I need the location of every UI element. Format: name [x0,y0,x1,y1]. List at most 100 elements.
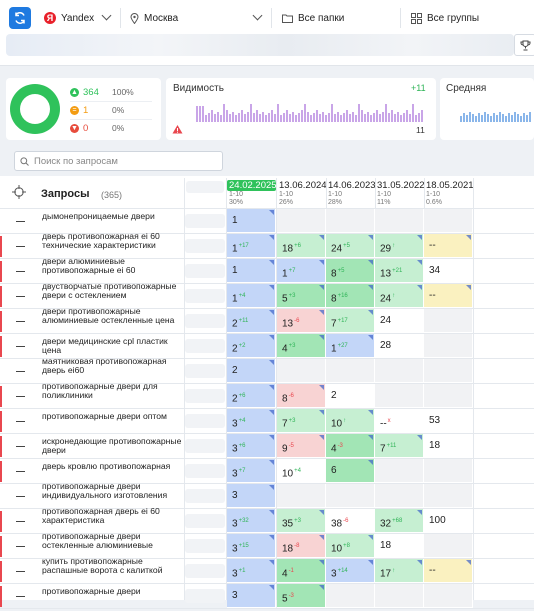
column-header[interactable]: 24.02.2025 1-10 30% [227,180,277,208]
remove-query-button[interactable] [16,446,25,448]
position-cell[interactable] [375,359,424,383]
queries-header[interactable]: Запросы [41,188,90,200]
remove-query-button[interactable] [16,496,25,498]
position-cell[interactable]: 100 [424,509,473,533]
position-cell[interactable] [424,534,473,558]
position-cell[interactable]: 29↑ [375,234,424,258]
position-cell[interactable]: 24+5 [326,234,375,258]
position-cell[interactable] [326,484,375,508]
remove-query-button[interactable] [16,221,25,223]
position-cell[interactable]: 3+6 [227,434,276,458]
query-text[interactable]: двери алюминиевые противопожарные ei 60 [42,255,136,276]
query-text[interactable]: купить противопожарные распашные ворота … [42,555,163,576]
groups-select[interactable]: Все группы [411,10,479,26]
query-text[interactable]: двери медицинские cpl пластик цена [42,335,168,355]
position-cell[interactable]: 10+8 [326,534,375,558]
position-cell[interactable]: 24 [375,309,424,333]
position-cell[interactable]: 2+6 [227,384,276,408]
position-cell[interactable]: 3 [227,584,276,608]
position-cell[interactable]: 7+3 [277,409,326,433]
query-text[interactable]: маятниковая противопожарная дверь ei60 [42,355,167,376]
column-header[interactable]: 31.05.2022 1-10 11% [375,180,425,208]
position-cell[interactable] [326,359,375,383]
chevron-down-icon[interactable] [252,10,263,21]
position-cell[interactable] [277,484,326,508]
position-cell[interactable]: 1+4 [227,284,276,308]
position-cell[interactable]: 10+4 [277,459,326,483]
position-cell[interactable] [375,384,424,408]
column-header[interactable]: 18.05.2021 1-10 0.6% [424,180,474,208]
position-cell[interactable]: 3+32 [227,509,276,533]
position-cell[interactable]: 9-5 [277,434,326,458]
query-text[interactable]: искронедающие противопожарные двери [42,435,182,455]
position-cell[interactable]: 34 [424,259,473,283]
remove-query-button[interactable] [16,396,25,398]
position-cell[interactable] [424,384,473,408]
trophy-button[interactable] [514,34,534,56]
position-cell[interactable]: 2+2 [227,334,276,358]
position-cell[interactable]: 4-3 [326,434,375,458]
remove-query-button[interactable] [16,521,25,523]
query-text[interactable]: дверь кровлю противопожарная [42,460,171,471]
position-cell[interactable]: 1 [227,209,276,233]
query-text[interactable]: дверь противопожарная ei 60 технические … [42,230,160,251]
position-cell[interactable] [326,584,375,608]
position-cell[interactable]: 38-6 [326,509,375,533]
position-cell[interactable]: 8-6 [277,384,326,408]
remove-query-button[interactable] [16,596,25,598]
remove-query-button[interactable] [16,271,25,273]
position-cell[interactable] [424,334,473,358]
position-cell[interactable]: 3 [227,484,276,508]
position-cell[interactable] [424,309,473,333]
position-cell[interactable]: 7+11 [375,434,424,458]
position-cell[interactable]: 4-1 [277,559,326,583]
position-cell[interactable]: 32+68 [375,509,424,533]
chevron-down-icon[interactable] [101,10,112,21]
position-cell[interactable]: 17↑ [375,559,424,583]
remove-query-button[interactable] [16,296,25,298]
position-cell[interactable] [277,359,326,383]
position-cell[interactable]: 1 [227,259,276,283]
target-icon[interactable] [12,185,26,199]
position-cell[interactable]: -- [424,284,473,308]
query-text[interactable]: противопожарные двери [42,585,141,596]
position-cell[interactable]: 4+3 [277,334,326,358]
query-text[interactable]: двустворчатые противопожарные двери с ос… [42,280,177,301]
position-cell[interactable]: -- [424,234,473,258]
position-cell[interactable]: 18 [424,434,473,458]
position-cell[interactable] [424,359,473,383]
position-cell[interactable]: 18+6 [277,234,326,258]
position-cell[interactable]: 10↑ [326,409,375,433]
search-engine-select[interactable]: Я Yandex [44,10,94,26]
query-text[interactable]: противопожарные двери остекленные алюмин… [42,530,153,551]
query-text[interactable]: двери противопожарные алюминиевые остекл… [42,305,175,326]
query-text[interactable]: противопожарная дверь ei 60 характеристи… [42,505,160,526]
position-cell[interactable]: 2 [326,384,375,408]
position-cell[interactable]: 28 [375,334,424,358]
remove-query-button[interactable] [16,346,25,348]
column-header[interactable]: 14.06.2023 1-10 28% [326,180,376,208]
position-cell[interactable]: --x [375,409,424,433]
position-cell[interactable]: 3+15 [227,534,276,558]
position-cell[interactable]: 53 [424,409,473,433]
remove-query-button[interactable] [16,546,25,548]
folders-select[interactable]: Все папки [282,10,344,26]
remove-query-button[interactable] [16,321,25,323]
position-cell[interactable]: 3+7 [227,459,276,483]
refresh-button[interactable] [9,7,31,29]
query-search-field[interactable]: Поиск по запросам [14,151,223,171]
position-cell[interactable]: 18 [375,534,424,558]
position-cell[interactable] [375,209,424,233]
query-text[interactable]: противопожарные двери для поликлиники [42,380,158,401]
position-cell[interactable]: 1+17 [227,234,276,258]
position-cell[interactable] [424,209,473,233]
position-cell[interactable]: 8+16 [326,284,375,308]
remove-query-button[interactable] [16,371,25,373]
position-cell[interactable]: -- [424,559,473,583]
position-cell[interactable]: 7+17 [326,309,375,333]
position-cell[interactable]: 24↑ [375,284,424,308]
position-cell[interactable]: 5+3 [277,284,326,308]
position-cell[interactable]: 3+1 [227,559,276,583]
position-cell[interactable] [424,584,473,608]
position-cell[interactable]: 3+14 [326,559,375,583]
